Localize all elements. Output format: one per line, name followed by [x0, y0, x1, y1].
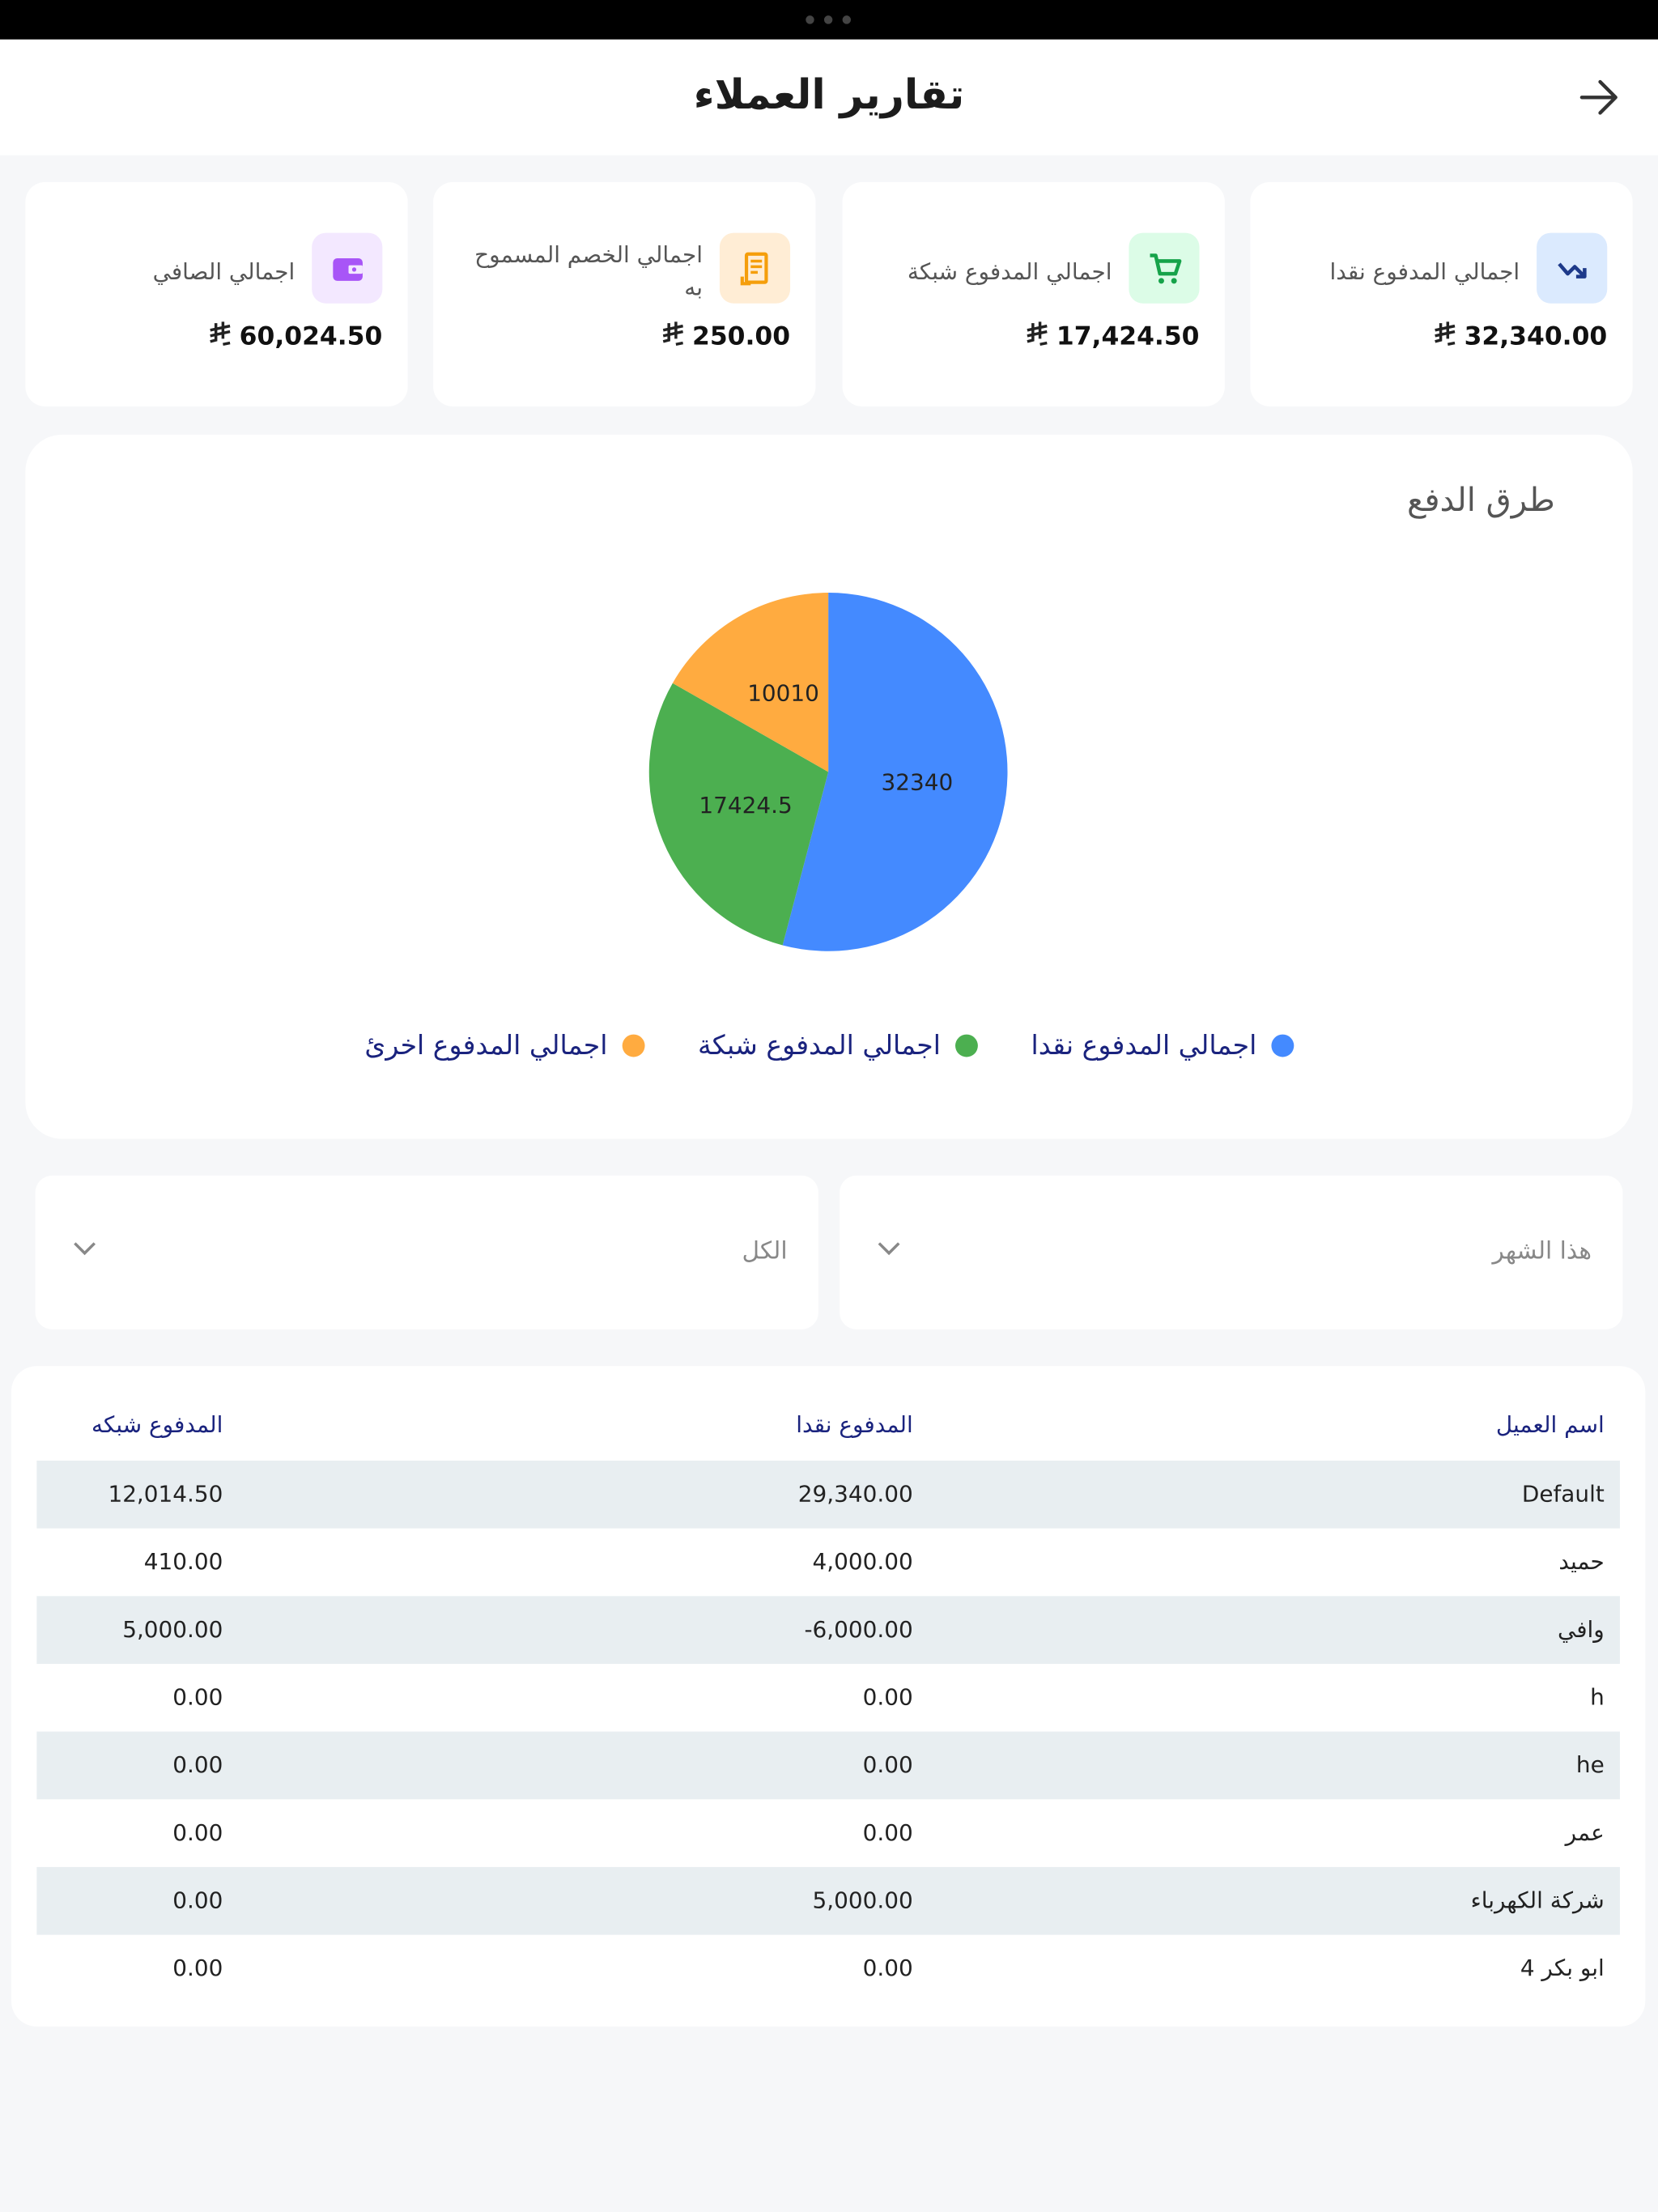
currency-icon: [1026, 321, 1048, 353]
pie-slice: [672, 593, 829, 772]
stat-card: اجمالي الصافي 60,024.50: [25, 181, 408, 406]
legend-dot: [1270, 1034, 1294, 1057]
table-cell: حميد: [1558, 1548, 1605, 1576]
slice-label: 10010: [747, 680, 819, 707]
table-row: حميد 4,000.00 410.00: [36, 1529, 1620, 1597]
legend-item: اجمالي المدفوع شبكة: [698, 1030, 978, 1061]
card-value: 17,424.50: [1056, 321, 1200, 352]
table-cell: h: [1590, 1683, 1605, 1711]
card-value-row: 17,424.50: [1026, 321, 1200, 353]
back-arrow[interactable]: [1578, 79, 1620, 116]
table-cell: شركة الكهرباء: [1470, 1887, 1605, 1914]
table-cell: Default: [1521, 1480, 1605, 1508]
legend-dot: [621, 1034, 644, 1057]
table-cell: 5,000.00: [122, 1615, 223, 1643]
currency-icon: [1433, 321, 1456, 353]
icon-glyph: [1557, 262, 1586, 279]
chevron: [878, 1242, 900, 1256]
card-label: اجمالي الخصم المسموح به: [474, 241, 704, 301]
table: اسم العميل المدفوع نقدا المدفوع شبكه Defaul…: [11, 1366, 1646, 2027]
riyal-symbol: [1434, 321, 1455, 346]
icon-glyph: [1149, 253, 1181, 283]
legend-dot: [954, 1034, 978, 1057]
filter-label: هذا الشهر: [1492, 1237, 1592, 1266]
pie-slice: [782, 593, 1008, 951]
table-cell: 0.00: [172, 1819, 223, 1846]
stat-card: اجمالي المدفوع نقدا 32,340.00: [1250, 181, 1633, 406]
card-value: 250.00: [691, 321, 791, 352]
stat-card: اجمالي المدفوع شبكة 17,424.50: [842, 181, 1225, 406]
table-row: عمر 0.00 0.00: [36, 1799, 1620, 1867]
table-cell: 0.00: [172, 1955, 223, 1982]
riyal-symbol: [1026, 321, 1048, 346]
legend-label: اجمالي المدفوع شبكة: [698, 1030, 941, 1061]
chart-card: طرق الدفع 32340 17424.5 10010 اجمالي المدف…: [25, 434, 1633, 1139]
currency-icon: [661, 321, 684, 353]
table-row: he 0.00 0.00: [36, 1731, 1620, 1800]
riyal-symbol: [661, 321, 683, 346]
card-label: اجمالي المدفوع شبكة: [907, 257, 1112, 285]
table-cell: 0.00: [862, 1751, 913, 1779]
legend-label: اجمالي المدفوع اخرئ: [364, 1030, 608, 1061]
card-label: اجمالي المدفوع نقدا: [1329, 257, 1520, 285]
icon-glyph: [332, 257, 363, 280]
card-icon: [719, 232, 791, 304]
stat-card: اجمالي الخصم المسموح به 250.00: [433, 181, 816, 406]
table-cell: 4,000.00: [812, 1548, 913, 1576]
slice-label: 17424.5: [699, 792, 792, 819]
column-header: المدفوع نقدا: [796, 1410, 913, 1439]
table-cell: ابو بكر 4: [1520, 1955, 1605, 1982]
table-cell: 0.00: [172, 1683, 223, 1711]
table-cell: عمر: [1565, 1819, 1605, 1846]
table-row: h 0.00 0.00: [36, 1664, 1620, 1732]
table-cell: وافي: [1557, 1615, 1605, 1643]
card-value: 60,024.50: [239, 321, 383, 352]
header: تقارير العملاء: [0, 39, 1658, 155]
card-value-row: 32,340.00: [1433, 321, 1607, 353]
card-icon: [1129, 232, 1200, 304]
page-title: تقارير العملاء: [693, 70, 965, 119]
column-header: اسم العميل: [1495, 1410, 1605, 1439]
currency-icon: [208, 321, 231, 353]
card-value: 32,340.00: [1464, 321, 1608, 352]
card-value-row: 60,024.50: [208, 321, 382, 353]
dots: [806, 15, 852, 24]
legend-item: اجمالي المدفوع نقدا: [1031, 1030, 1294, 1061]
table-cell: 410.00: [143, 1548, 223, 1576]
table-cell: 29,340.00: [797, 1480, 913, 1508]
table-cell: he: [1575, 1751, 1605, 1779]
column-header: المدفوع شبكه: [91, 1410, 223, 1439]
table-cell: 0.00: [172, 1751, 223, 1779]
pie-slice: [648, 683, 829, 946]
filter-dropdown[interactable]: هذا الشهر: [840, 1175, 1623, 1329]
table-cell: 0.00: [862, 1683, 913, 1711]
riyal-symbol: [209, 321, 230, 346]
table-row: ابو بكر 4 0.00 0.00: [36, 1935, 1620, 2003]
filter-label: الكل: [742, 1237, 788, 1266]
pie-chart: 32340 17424.5 10010: [648, 593, 1008, 951]
legend-item: اجمالي المدفوع اخرئ: [364, 1030, 644, 1061]
chart-title: طرق الدفع: [1406, 483, 1555, 520]
legend: اجمالي المدفوع نقدا اجمالي المدفوع شبكة اج…: [25, 1030, 1632, 1061]
icon-glyph: [739, 251, 767, 285]
card-value-row: 250.00: [661, 321, 790, 353]
table-cell: 0.00: [862, 1819, 913, 1846]
table-cell: 0.00: [172, 1887, 223, 1914]
table-row: شركة الكهرباء 5,000.00 0.00: [36, 1866, 1620, 1935]
table-row: وافي 6,000.00- 5,000.00: [36, 1596, 1620, 1664]
card-icon: [312, 232, 383, 304]
table-cell: 5,000.00: [812, 1887, 913, 1914]
table-cell: 0.00: [862, 1955, 913, 1982]
card-label: اجمالي الصافي: [152, 257, 295, 285]
filter-dropdown[interactable]: الكل: [35, 1175, 818, 1329]
table-cell: 6,000.00-: [804, 1615, 913, 1643]
slice-label: 32340: [882, 769, 954, 796]
status-bar: [0, 0, 1658, 40]
legend-label: اجمالي المدفوع نقدا: [1031, 1030, 1257, 1061]
card-icon: [1537, 232, 1608, 304]
chevron: [74, 1242, 96, 1256]
table-row: Default 29,340.00 12,014.50: [36, 1460, 1620, 1529]
table-cell: 12,014.50: [108, 1480, 223, 1508]
